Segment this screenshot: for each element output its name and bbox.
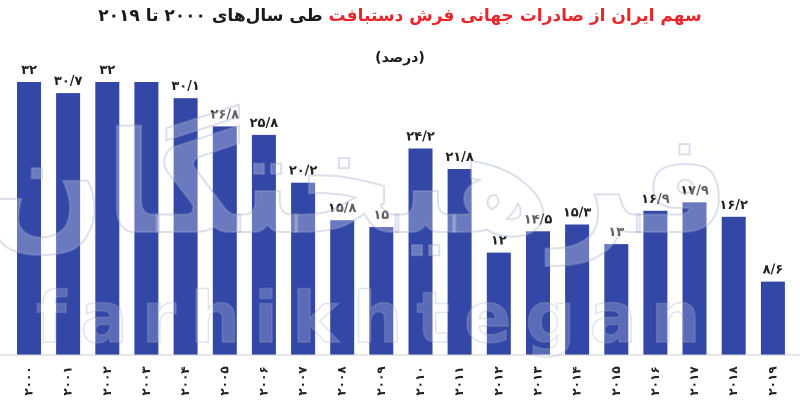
x-tick-label-1: ۲۰۰۱ [61,366,75,395]
value-label-7: ۲۰/۲ [289,164,318,179]
x-tick-label-6: ۲۰۰۶ [256,366,270,395]
x-tick-label-11: ۲۰۱۱ [452,366,466,395]
value-label-12: ۱۲ [491,234,507,249]
bar-0 [17,82,41,355]
bar-3 [134,82,159,355]
chart-title: سهم ایران از صادرات جهانی فرش دستبافت طی… [0,6,800,26]
bar-16 [643,210,668,355]
value-label-6: ۲۵/۸ [250,116,279,131]
x-tick-label-3: ۲۰۰۳ [139,366,153,396]
value-label-1: ۳۰/۷ [54,74,83,89]
bar-5 [212,126,237,356]
bar-13 [526,231,550,355]
bar-19 [760,281,785,355]
bar-10 [408,148,433,355]
value-label-0: ۳۲ [21,63,37,78]
value-label-18: ۱۶/۲ [719,198,748,213]
x-tick-label-7: ۲۰۰۷ [296,366,310,396]
value-label-4: ۳۰/۱ [171,79,200,94]
value-label-19: ۸/۶ [763,263,784,278]
value-label-9: ۱۵ [373,208,389,223]
bar-1 [56,93,81,355]
bar-7 [291,182,316,355]
value-label-16: ۱۶/۹ [641,192,670,207]
bar-15 [604,244,629,355]
value-label-14: ۱۵/۳ [563,206,592,221]
x-tick-label-17: ۲۰۱۷ [687,366,701,396]
x-tick-labels-group: ۲۰۰۰ ۲۰۰۱ ۲۰۰۲ ۲۰۰۳ ۲۰۰۴ ۲۰۰۵ ۲۰۰۶ ۲۰۰۷ ۲۰۰۸ ۲۰۰۹… [22,366,780,396]
bar-6 [251,134,276,355]
chart-title-part2: طی سال‌های ۲۰۰۰ تا ۲۰۱۹ [98,6,323,26]
value-label-10: ۲۴/۲ [406,130,435,145]
value-label-13: ۱۴/۵ [524,212,553,227]
bar-2 [95,82,120,355]
x-tick-label-2: ۲۰۰۲ [100,366,114,396]
x-tick-label-0: ۲۰۰۰ [22,366,36,395]
chart-title-part1: سهم ایران از صادرات جهانی فرش دستبافت [328,6,702,26]
bar-4 [173,98,198,355]
bar-8 [330,220,355,355]
chart-subtitle: (درصد) [375,50,425,66]
x-tick-label-14: ۲۰۱۴ [570,366,584,395]
bar-14 [565,224,590,355]
x-tick-label-10: ۲۰۱۰ [413,366,427,395]
value-label-5: ۲۶/۸ [211,107,240,122]
x-tick-label-12: ۲۰۱۲ [491,366,505,396]
bar-9 [369,227,394,355]
value-label-8: ۱۵/۸ [328,201,357,216]
bar-17 [682,202,707,355]
value-label-2: ۳۲ [99,63,115,78]
x-tick-label-13: ۲۰۱۳ [531,366,545,396]
x-tick-label-8: ۲۰۰۸ [335,366,349,396]
x-tick-label-19: ۲۰۱۹ [765,366,779,396]
x-tick-label-9: ۲۰۰۹ [374,366,388,396]
value-label-11: ۲۱/۸ [445,150,474,165]
value-label-15: ۱۳ [608,225,624,240]
value-label-17: ۱۷/۹ [680,183,709,198]
bar-18 [721,216,746,355]
x-tick-label-5: ۲۰۰۵ [217,366,231,395]
bars-group [17,82,785,356]
bar-11 [447,169,472,355]
x-tick-label-4: ۲۰۰۴ [178,366,192,395]
value-labels-group: ۳۲ ۳۰/۷ ۳۲ ۳۰/۱ ۲۶/۸ ۲۵/۸ ۲۰/۲ ۱۵/۸ ۱۵ ۲۴/۲ ۲۱/۸ ۱۲… [21,63,783,278]
x-tick-label-18: ۲۰۱۸ [726,366,740,396]
x-tick-label-15: ۲۰۱۵ [609,366,623,395]
bar-12 [486,252,511,355]
x-tick-label-16: ۲۰۱۶ [648,366,662,395]
